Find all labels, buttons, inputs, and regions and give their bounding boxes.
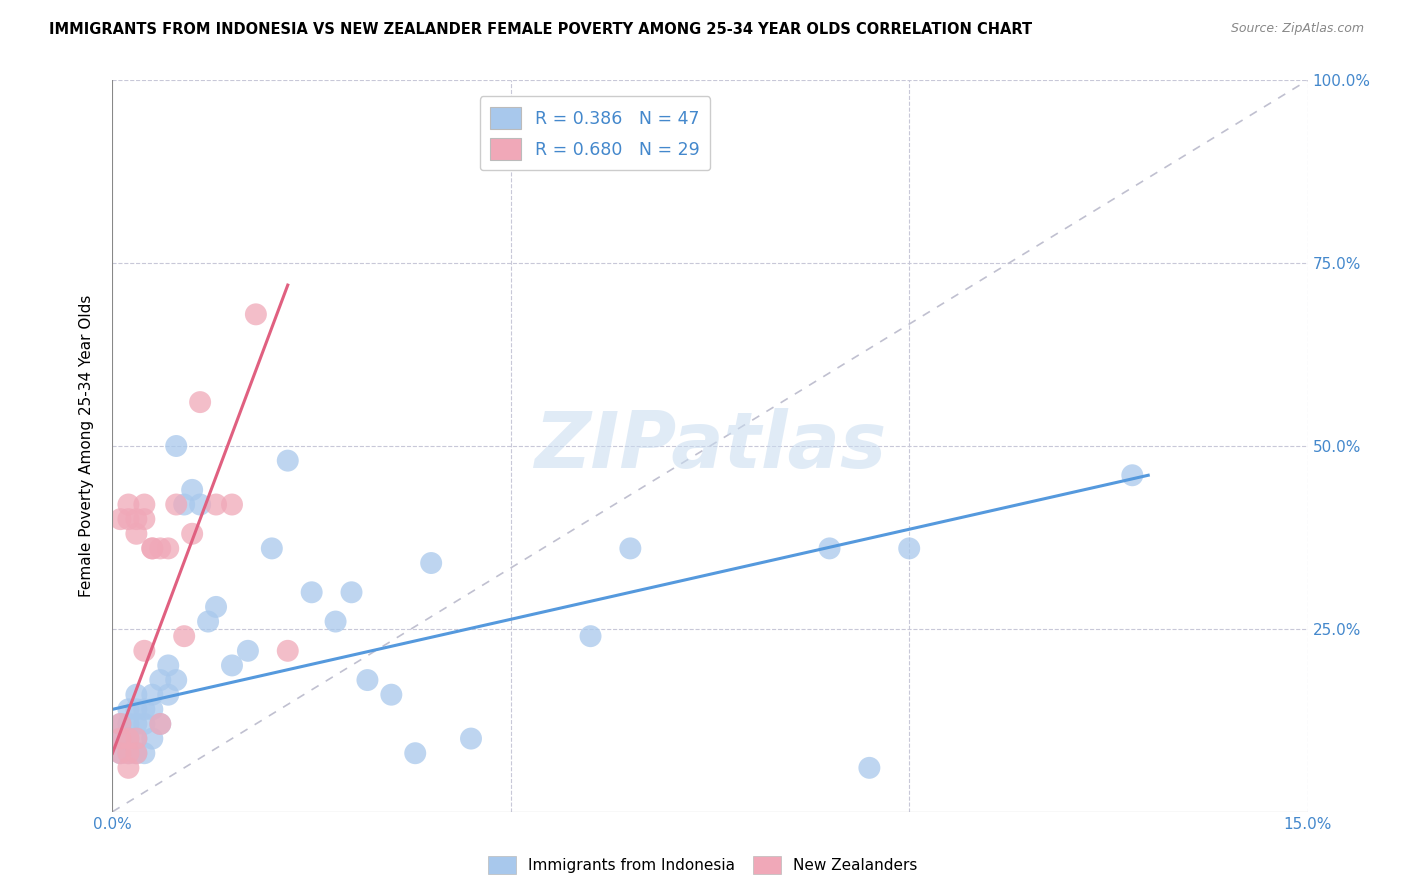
Point [110, 746, 132, 760]
Point [165, 498, 187, 512]
Legend: R = 0.386   N = 47, R = 0.680   N = 29: R = 0.386 N = 47, R = 0.680 N = 29 [479, 96, 710, 170]
Point [221, 658, 243, 673]
Point [236, 644, 259, 658]
Point [117, 746, 139, 760]
Point [134, 498, 156, 512]
Point [117, 731, 139, 746]
Point [173, 629, 195, 643]
Point [301, 585, 323, 599]
Point [110, 717, 132, 731]
Point [149, 717, 172, 731]
Point [141, 731, 163, 746]
Point [125, 526, 148, 541]
Point [134, 644, 156, 658]
Point [149, 541, 172, 556]
Point [134, 746, 156, 760]
Point [173, 498, 195, 512]
Point [110, 746, 132, 760]
Point [197, 615, 219, 629]
Point [157, 541, 180, 556]
Point [110, 512, 132, 526]
Point [125, 512, 148, 526]
Point [579, 629, 602, 643]
Point [181, 483, 204, 497]
Point [460, 731, 482, 746]
Point [125, 731, 148, 746]
Y-axis label: Female Poverty Among 25-34 Year Olds: Female Poverty Among 25-34 Year Olds [79, 295, 94, 597]
Point [858, 761, 880, 775]
Point [110, 717, 132, 731]
Point [117, 498, 139, 512]
Point [117, 512, 139, 526]
Point [245, 307, 267, 321]
Point [125, 717, 148, 731]
Point [141, 688, 163, 702]
Point [110, 731, 132, 746]
Point [205, 599, 228, 614]
Point [141, 541, 163, 556]
Point [125, 688, 148, 702]
Text: IMMIGRANTS FROM INDONESIA VS NEW ZEALANDER FEMALE POVERTY AMONG 25-34 YEAR OLDS : IMMIGRANTS FROM INDONESIA VS NEW ZEALAND… [49, 22, 1032, 37]
Point [188, 395, 211, 409]
Point [141, 541, 163, 556]
Point [125, 731, 148, 746]
Point [125, 746, 148, 760]
Point [134, 512, 156, 526]
Point [134, 702, 156, 716]
Point [141, 702, 163, 716]
Point [165, 673, 187, 687]
Point [205, 498, 228, 512]
Point [117, 717, 139, 731]
Point [149, 717, 172, 731]
Point [277, 453, 299, 467]
Point [277, 644, 299, 658]
Point [117, 731, 139, 746]
Point [134, 717, 156, 731]
Point [117, 746, 139, 760]
Point [188, 498, 211, 512]
Point [1121, 468, 1143, 483]
Point [157, 688, 180, 702]
Point [340, 585, 363, 599]
Point [157, 658, 180, 673]
Point [117, 702, 139, 716]
Point [125, 746, 148, 760]
Point [420, 556, 443, 570]
Point [380, 688, 402, 702]
Text: Source: ZipAtlas.com: Source: ZipAtlas.com [1230, 22, 1364, 36]
Point [619, 541, 641, 556]
Point [110, 731, 132, 746]
Point [325, 615, 347, 629]
Point [260, 541, 283, 556]
Point [117, 761, 139, 775]
Point [818, 541, 841, 556]
Point [125, 702, 148, 716]
Point [898, 541, 921, 556]
Text: ZIPatlas: ZIPatlas [534, 408, 886, 484]
Point [149, 673, 172, 687]
Point [181, 526, 204, 541]
Point [165, 439, 187, 453]
Point [356, 673, 378, 687]
Legend: Immigrants from Indonesia, New Zealanders: Immigrants from Indonesia, New Zealander… [482, 850, 924, 880]
Point [221, 498, 243, 512]
Point [404, 746, 426, 760]
